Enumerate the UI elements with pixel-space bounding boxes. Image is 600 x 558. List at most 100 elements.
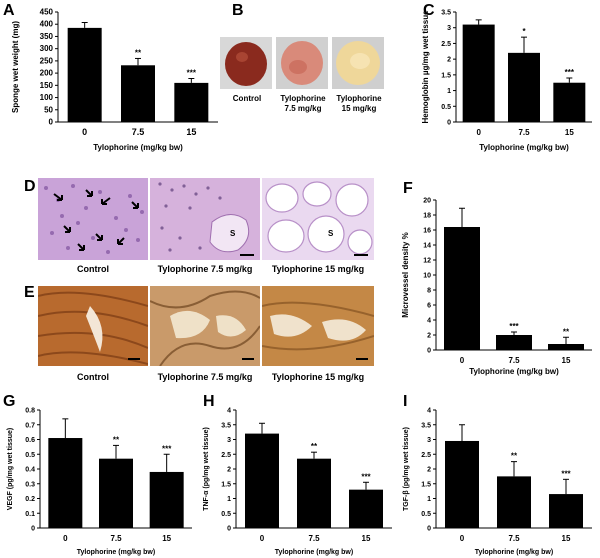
y-tick-label: 1	[447, 88, 451, 95]
significance-marker: ***	[162, 444, 172, 453]
y-tick-label: 0.2	[25, 496, 35, 503]
bar	[67, 27, 102, 123]
bar	[174, 82, 209, 122]
tissue-fibers	[262, 301, 374, 351]
panel-letter-h: H	[203, 393, 215, 410]
x-tick-label: 7.5	[508, 356, 520, 365]
y-tick-label: 1.5	[421, 481, 431, 488]
significance-marker: **	[563, 327, 570, 336]
scale-bar	[240, 254, 254, 256]
y-tick-label: 1	[227, 496, 231, 503]
sponge-photo-15-image	[336, 41, 380, 85]
y-tick-label: 3	[447, 25, 451, 32]
bar	[496, 335, 532, 350]
x-tick-label: 0	[460, 356, 465, 365]
significance-marker: **	[135, 48, 142, 57]
significance-marker: *	[522, 27, 526, 36]
y-tick-label: 2	[427, 467, 431, 474]
histology-d-tylophorine-15: S	[262, 178, 374, 260]
y-tick-label: 200	[40, 69, 54, 78]
label-sponge-s-15: S	[328, 229, 334, 238]
bar	[508, 52, 540, 122]
y-tick-label: 18	[423, 213, 431, 220]
x-tick-label: 15	[186, 127, 196, 137]
x-tick-label: 7.5	[518, 128, 530, 137]
chart-c: 0 0.5 1 1.5 2 2.5 3 3.5 0 * 7.5 *** 15 Tylophorine (m…	[421, 10, 592, 152]
bar	[149, 471, 184, 528]
bar	[548, 344, 584, 350]
x-axis-label: Tylophorine (mg/kg bw)	[275, 549, 353, 556]
y-tick-label: 3.5	[421, 422, 431, 429]
y-tick-label: 0.6	[25, 437, 35, 444]
caption-d-15: Tylophorine 15 mg/kg	[271, 264, 365, 274]
x-tick-label: 7.5	[308, 534, 320, 543]
caption-e-7-5: Tylophorine 7.5 mg/kg	[157, 372, 253, 382]
significance-marker: ***	[361, 472, 371, 481]
vessel-lumen	[322, 319, 366, 341]
bar	[121, 65, 155, 122]
x-tick-label: 7.5	[508, 534, 520, 543]
y-tick-label: 3	[427, 437, 431, 444]
y-tick-label: 150	[40, 81, 54, 90]
x-tick-label: 15	[362, 534, 371, 543]
cell-nuclei	[158, 182, 222, 252]
x-tick-label: 15	[162, 534, 171, 543]
histology-d-control	[38, 178, 148, 260]
y-tick-label: 400	[40, 20, 54, 29]
y-tick-label: 3.5	[221, 422, 231, 429]
y-tick-label: 300	[40, 44, 54, 53]
sponge-photo-control-image	[225, 42, 267, 86]
x-tick-label: 7.5	[132, 127, 145, 137]
y-tick-label: 0.7	[25, 422, 35, 429]
sponge-highlight-7-5	[289, 60, 307, 74]
scale-bar	[356, 358, 368, 360]
bar	[445, 440, 479, 528]
y-axis-label: TGF-β (pg/mg wet tissue)	[403, 427, 410, 511]
significance-marker: ***	[509, 322, 519, 331]
y-tick-label: 0.5	[441, 104, 451, 111]
bar	[553, 82, 586, 122]
sponge-photo-tylophorine-15	[332, 37, 384, 89]
sponge-photo-7-5-image	[281, 41, 323, 85]
bar	[349, 489, 383, 528]
significance-marker: ***	[565, 68, 575, 77]
histology-d-15-image: S	[265, 181, 373, 256]
y-tick-label: 0	[31, 526, 35, 533]
y-tick-label: 0.8	[25, 408, 35, 415]
significance-marker: **	[311, 442, 318, 451]
x-axis-label: Tylophorine (mg/kg bw)	[77, 549, 155, 556]
y-tick-label: 350	[40, 32, 54, 41]
y-tick-label: 2.5	[221, 452, 231, 459]
bar	[245, 433, 279, 528]
x-tick-label: 0	[63, 534, 68, 543]
chart-h: 0 0.5 1 1.5 2 2.5 3 3.5 4 0 ** 7.5 *** 15 Tylophorine …	[203, 408, 392, 556]
panel-letter-g: G	[3, 393, 16, 410]
panel-letter-f: F	[403, 180, 413, 197]
y-tick-label: 3.5	[441, 10, 451, 17]
significance-marker: ***	[187, 68, 197, 77]
bar	[99, 458, 133, 528]
panel-letter-a: A	[3, 2, 15, 19]
y-tick-label: 50	[44, 105, 53, 114]
caption-b-7-5: Tylophorine 7.5 mg/kg	[280, 94, 326, 113]
y-tick-label: 20	[423, 198, 431, 205]
x-tick-label: 7.5	[110, 534, 122, 543]
label-sponge-s-7-5: S	[230, 229, 236, 238]
y-tick-label: 4	[227, 408, 231, 415]
sponge-shape-control	[225, 42, 267, 86]
y-tick-label: 12	[423, 258, 431, 265]
y-tick-label: 450	[40, 8, 54, 17]
y-tick-label: 250	[40, 56, 54, 65]
x-tick-label: 0	[476, 128, 481, 137]
chart-a: 0 50 100 150 200 250 300 350 400 450 0 ** 7.5 *** 15Ty…	[11, 8, 218, 152]
panel-letter-e: E	[24, 284, 35, 301]
chart-i: 0 0.5 1 1.5 2 2.5 3 3.5 4 0 ** 7.5 *** 15 Tylophorine …	[403, 408, 592, 556]
histology-d-control-image	[44, 184, 144, 254]
arrow-markers	[53, 189, 139, 251]
y-tick-label: 100	[40, 93, 54, 102]
y-axis-label: Sponge wet weight (mg)	[11, 21, 20, 113]
scale-bar	[242, 358, 254, 360]
y-tick-label: 1.5	[221, 481, 231, 488]
panel-letter-c: C	[423, 2, 435, 19]
y-tick-label: 0	[427, 526, 431, 533]
